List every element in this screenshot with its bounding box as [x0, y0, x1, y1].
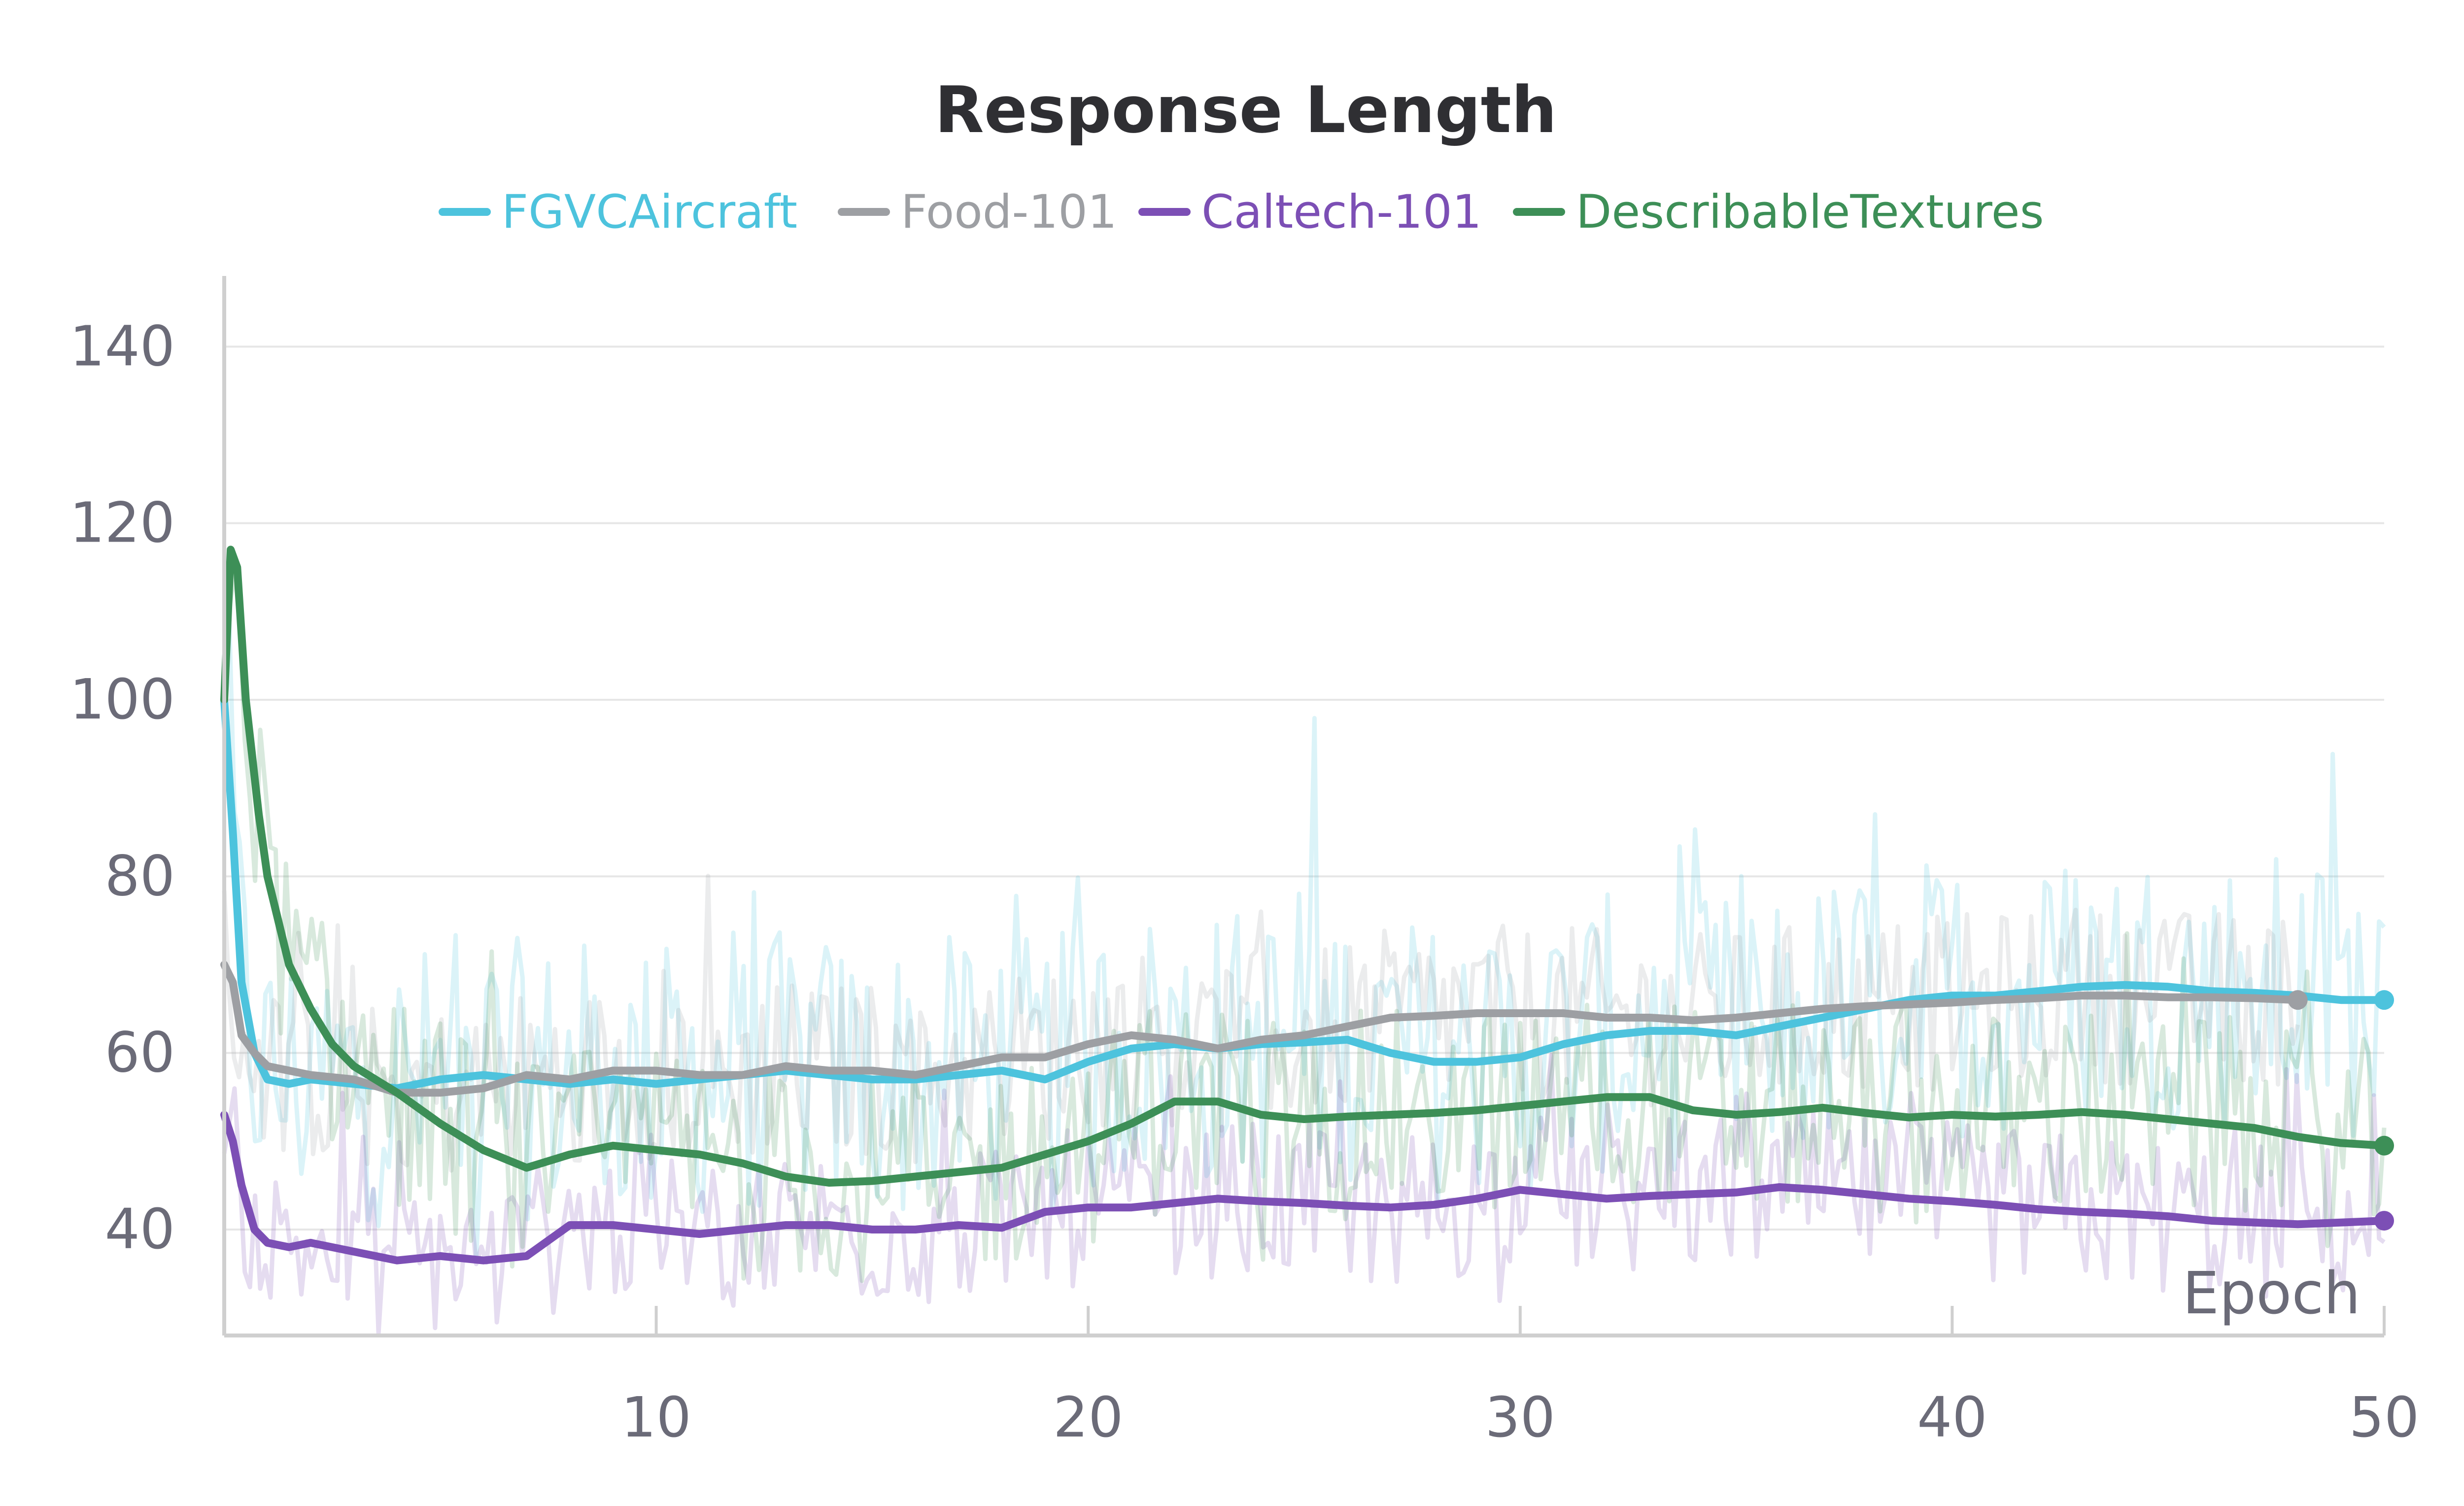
chart-title: Response Length	[935, 72, 1557, 147]
legend[interactable]: FGVCAircraft Food-101 Caltech-101 Describab…	[439, 185, 2044, 239]
fgvcaircraft-raw-line	[222, 621, 2386, 1261]
legend-item-caltech-101[interactable]: Caltech-101	[1138, 185, 1482, 239]
grid	[224, 345, 2384, 1231]
legend-item-fgvcaircraft[interactable]: FGVCAircraft	[439, 185, 797, 239]
y-tick-label-100: 100	[69, 668, 175, 732]
raw-noise-layer	[222, 566, 2387, 1336]
legend-label-fgvcaircraft: FGVCAircraft	[502, 185, 797, 239]
x-axis-label: Epoch	[2183, 1259, 2361, 1327]
x-tick-label-40: 40	[1917, 1386, 1987, 1450]
series-lines[interactable]	[220, 546, 2394, 1265]
x-tick-label-20: 20	[1053, 1386, 1124, 1450]
food-101-end-point	[2288, 990, 2308, 1010]
y-tick-label-60: 60	[104, 1021, 175, 1085]
legend-item-describabletextures[interactable]: DescribableTextures	[1513, 185, 2044, 239]
caltech-101-end-point	[2374, 1211, 2394, 1231]
describabletextures-line[interactable]	[220, 546, 2388, 1187]
legend-item-food-101[interactable]: Food-101	[838, 185, 1117, 239]
x-tick-label-50: 50	[2349, 1386, 2420, 1450]
describabletextures-raw-line	[222, 566, 2387, 1283]
fgvcaircraft-end-point	[2374, 990, 2394, 1010]
legend-label-caltech-101: Caltech-101	[1201, 185, 1482, 239]
y-tick-label-140: 140	[69, 314, 175, 378]
food-101-line[interactable]	[220, 960, 2302, 1097]
x-tick-label-10: 10	[621, 1386, 691, 1450]
y-tick-label-120: 120	[69, 491, 175, 555]
tick-labels: 40 60 80 100 120 140 10 20 30 40 50	[69, 314, 2419, 1450]
describabletextures-end-point	[2374, 1135, 2394, 1156]
y-tick-label-40: 40	[104, 1198, 175, 1262]
axes	[222, 276, 2384, 1337]
y-tick-label-80: 80	[104, 844, 175, 908]
legend-label-describabletextures: DescribableTextures	[1576, 185, 2044, 239]
caltech-101-raw-line	[222, 1053, 2386, 1336]
x-tick-label-30: 30	[1485, 1386, 1556, 1450]
caltech-101-line[interactable]	[220, 1111, 2388, 1265]
legend-label-food-101: Food-101	[901, 185, 1117, 239]
